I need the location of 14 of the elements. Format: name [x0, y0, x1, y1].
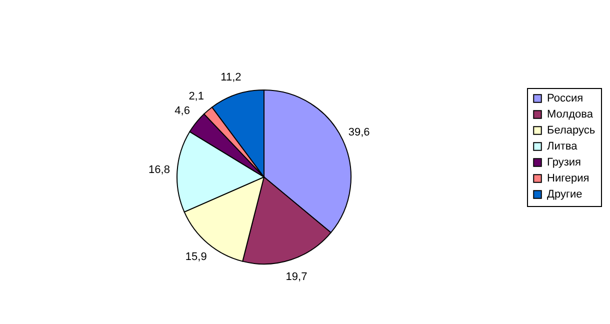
legend-label: Литва [547, 140, 578, 152]
data-label: 15,9 [185, 251, 207, 264]
legend-label: Россия [547, 92, 584, 104]
data-label: 2,1 [188, 90, 204, 103]
legend-label: Другие [547, 188, 582, 200]
legend-label: Грузия [547, 156, 582, 168]
data-label: 16,8 [148, 164, 170, 176]
data-label: 11,2 [220, 71, 242, 84]
data-label: 19,7 [286, 270, 308, 283]
data-label: 39,6 [348, 126, 370, 138]
legend-label: Нигерия [547, 172, 590, 184]
legend-label: Беларусь [547, 124, 596, 136]
data-label: 4,6 [174, 105, 190, 118]
legend-label: Молдова [547, 108, 594, 120]
